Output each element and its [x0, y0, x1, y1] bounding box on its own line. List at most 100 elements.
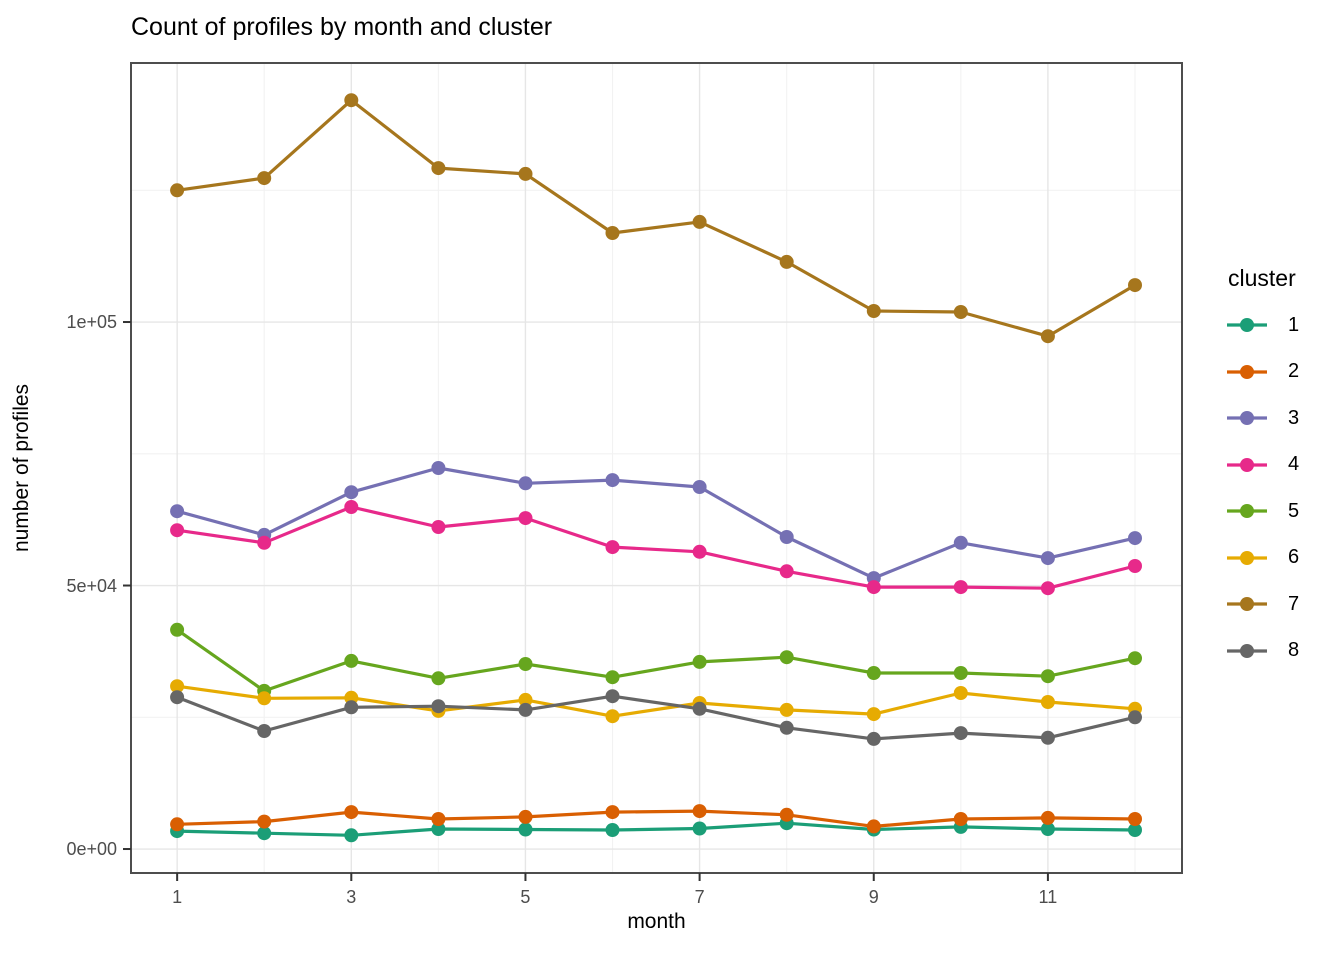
- legend-item-cluster-8: 8: [1215, 628, 1341, 675]
- legend-item-label: 4: [1288, 453, 1300, 476]
- data-point-cluster-1-month-6: [605, 823, 620, 837]
- data-point-cluster-7-month-7: [692, 214, 707, 229]
- legend-item-label: 5: [1288, 499, 1300, 522]
- x-axis-label: month: [627, 910, 686, 933]
- legend-item-label: 7: [1288, 592, 1300, 615]
- data-point-cluster-8-month-3: [344, 700, 359, 715]
- legend-key-icon: [1227, 597, 1267, 612]
- data-point-cluster-7-month-8: [779, 254, 794, 269]
- legend-key-dot: [1240, 318, 1254, 333]
- data-point-cluster-5-month-7: [692, 654, 707, 669]
- legend-key-icon: [1227, 364, 1267, 379]
- data-point-cluster-3-month-6: [605, 473, 620, 488]
- legend-key-icon: [1227, 457, 1267, 472]
- data-point-cluster-2-month-6: [605, 805, 620, 820]
- data-point-cluster-3-month-1: [170, 504, 185, 519]
- data-point-cluster-5-month-9: [866, 666, 881, 680]
- data-point-cluster-5-month-12: [1128, 651, 1142, 666]
- y-axis-label: number of profiles: [10, 383, 33, 553]
- data-point-cluster-3-month-12: [1128, 531, 1142, 546]
- legend-item-cluster-1: 1: [1215, 302, 1341, 349]
- data-point-cluster-4-month-9: [866, 580, 881, 595]
- data-point-cluster-1-month-5: [518, 822, 533, 837]
- legend-item-label: 6: [1288, 546, 1300, 569]
- legend-key-dot: [1240, 504, 1254, 519]
- data-point-cluster-3-month-5: [518, 476, 533, 491]
- data-point-cluster-6-month-10: [953, 686, 968, 700]
- data-point-cluster-2-month-4: [431, 812, 446, 826]
- data-point-cluster-5-month-11: [1040, 669, 1055, 684]
- series-line-4: [176, 505, 1136, 590]
- data-point-cluster-4-month-2: [257, 535, 272, 550]
- data-point-cluster-4-month-7: [692, 544, 707, 559]
- data-point-cluster-5-month-1: [170, 622, 185, 637]
- data-point-cluster-6-month-9: [866, 707, 881, 722]
- data-point-cluster-4-month-3: [344, 500, 359, 514]
- data-point-cluster-3-month-7: [692, 480, 707, 494]
- data-point-cluster-8-month-12: [1128, 710, 1142, 725]
- legend-item-cluster-6: 6: [1215, 535, 1341, 582]
- data-point-cluster-7-month-10: [953, 305, 968, 319]
- legend-item-label: 8: [1288, 639, 1300, 662]
- data-point-cluster-2-month-8: [779, 807, 794, 822]
- data-point-cluster-4-month-8: [779, 564, 794, 579]
- legend-key-dot: [1240, 643, 1254, 658]
- data-point-cluster-8-month-11: [1040, 730, 1055, 745]
- data-point-cluster-7-month-9: [866, 304, 881, 318]
- data-point-cluster-6-month-2: [257, 691, 272, 706]
- data-point-cluster-2-month-12: [1128, 812, 1142, 826]
- legend-key-icon: [1227, 411, 1267, 426]
- data-point-cluster-2-month-9: [866, 819, 881, 834]
- legend-key-icon: [1227, 643, 1267, 658]
- data-point-cluster-7-month-1: [170, 183, 185, 198]
- panel-background: [131, 63, 1182, 873]
- data-point-cluster-7-month-2: [257, 171, 272, 186]
- data-point-cluster-6-month-8: [779, 702, 794, 717]
- data-point-cluster-8-month-7: [692, 701, 707, 716]
- data-point-cluster-2-month-5: [518, 809, 533, 824]
- series-line-1: [177, 821, 1136, 837]
- data-point-cluster-3-month-8: [779, 530, 794, 544]
- data-point-cluster-8-month-1: [170, 690, 185, 705]
- data-point-cluster-4-month-6: [605, 540, 620, 555]
- data-point-cluster-7-month-4: [431, 161, 446, 176]
- data-point-cluster-3-month-3: [344, 485, 359, 500]
- data-point-cluster-6-month-5: [518, 692, 533, 707]
- data-point-cluster-3-month-10: [953, 535, 968, 550]
- data-point-cluster-2-month-11: [1040, 810, 1055, 825]
- data-point-cluster-2-month-3: [344, 805, 359, 820]
- data-point-cluster-4-month-12: [1128, 559, 1142, 573]
- legend-title: cluster: [1228, 265, 1296, 291]
- data-point-cluster-1-month-7: [692, 821, 707, 836]
- data-point-cluster-7-month-11: [1040, 329, 1055, 344]
- legend-key-dot: [1240, 411, 1254, 426]
- data-point-cluster-1-month-2: [257, 826, 272, 841]
- data-point-cluster-6-month-11: [1040, 695, 1055, 709]
- data-point-cluster-8-month-6: [605, 689, 620, 704]
- data-point-cluster-4-month-4: [431, 520, 446, 534]
- legend-item-cluster-7: 7: [1215, 581, 1341, 628]
- data-point-cluster-7-month-6: [605, 226, 620, 240]
- legend-key-dot: [1240, 364, 1254, 379]
- legend-item-label: 3: [1288, 406, 1300, 429]
- data-point-cluster-4-month-5: [518, 511, 533, 526]
- data-point-cluster-4-month-11: [1040, 581, 1055, 596]
- legend-key-icon: [1227, 504, 1267, 519]
- data-point-cluster-7-month-5: [518, 166, 533, 181]
- data-point-cluster-3-month-4: [431, 461, 446, 475]
- series-line-8: [176, 694, 1136, 741]
- legend-item-cluster-4: 4: [1215, 442, 1341, 489]
- legend-key-icon: [1227, 318, 1267, 333]
- data-point-cluster-2-month-2: [257, 814, 272, 829]
- data-point-cluster-8-month-5: [518, 702, 533, 717]
- data-point-cluster-7-month-12: [1128, 278, 1142, 293]
- series-line-6: [176, 684, 1136, 718]
- series-line-7: [176, 98, 1136, 338]
- data-point-cluster-6-month-1: [170, 679, 185, 694]
- data-point-cluster-6-month-6: [605, 709, 620, 724]
- data-point-cluster-5-month-3: [344, 653, 359, 668]
- legend-item-cluster-2: 2: [1215, 349, 1341, 396]
- data-point-cluster-8-month-8: [779, 720, 794, 735]
- data-point-cluster-1-month-3: [344, 828, 359, 843]
